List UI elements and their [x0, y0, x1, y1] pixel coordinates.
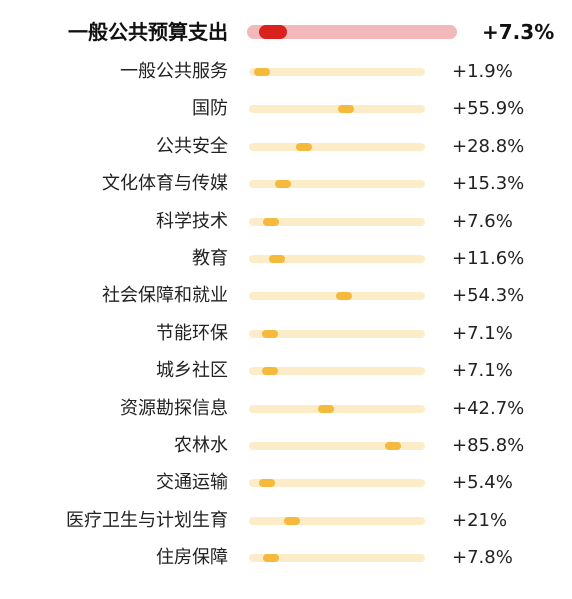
category-label: 节能环保: [156, 322, 228, 344]
category-value: +7.6%: [452, 210, 513, 232]
value-marker: [295, 142, 312, 151]
category-label: 科学技术: [156, 210, 228, 232]
category-value: +7.8%: [452, 547, 513, 569]
category-track: [249, 68, 425, 76]
category-track: [249, 180, 425, 189]
value-marker: [262, 329, 279, 338]
value-marker: [269, 255, 286, 263]
category-value: +7.1%: [452, 322, 513, 344]
category-track: [249, 442, 425, 450]
category-track: [249, 479, 425, 488]
value-marker: [274, 180, 291, 189]
category-track: [249, 367, 425, 376]
category-track: [249, 255, 425, 263]
total-track: [247, 25, 457, 39]
total-value: +7.3%: [482, 20, 555, 44]
category-label: 交通运输: [156, 472, 228, 494]
total-label: 一般公共预算支出: [68, 20, 228, 44]
category-value: +5.4%: [452, 472, 513, 494]
value-marker: [317, 404, 334, 413]
category-label: 城乡社区: [156, 360, 228, 382]
category-value: +85.8%: [452, 435, 525, 456]
category-track: [249, 105, 425, 114]
category-track: [249, 217, 425, 226]
category-value: +15.3%: [452, 173, 525, 195]
category-track: [249, 404, 425, 413]
value-marker: [259, 479, 276, 488]
category-label: 医疗卫生与计划生育: [66, 509, 228, 531]
category-value: +7.1%: [452, 360, 513, 382]
category-value: +42.7%: [452, 397, 525, 419]
category-label: 住房保障: [156, 547, 228, 569]
category-label: 社会保障和就业: [102, 285, 228, 307]
category-track: [249, 554, 425, 563]
category-value: +54.3%: [452, 285, 525, 307]
value-marker: [384, 442, 401, 450]
value-marker: [335, 292, 352, 301]
category-label: 一般公共服务: [120, 61, 228, 82]
value-marker: [263, 554, 280, 563]
category-track: [249, 516, 425, 525]
category-value: +55.9%: [452, 98, 525, 120]
category-track: [249, 329, 425, 338]
value-marker: [262, 217, 279, 226]
category-track: [249, 142, 425, 151]
total-marker: [259, 25, 288, 39]
category-value: +1.9%: [452, 61, 513, 82]
category-label: 文化体育与传媒: [102, 173, 228, 195]
category-label: 国防: [192, 98, 228, 120]
value-marker: [283, 516, 300, 525]
category-value: +11.6%: [452, 248, 525, 269]
value-marker: [262, 367, 279, 376]
category-label: 公共安全: [156, 135, 228, 157]
category-label: 农林水: [174, 435, 228, 456]
category-value: +21%: [452, 509, 508, 531]
category-value: +28.8%: [452, 135, 525, 157]
category-label: 资源勘探信息: [120, 397, 228, 419]
category-label: 教育: [192, 248, 228, 269]
value-marker: [338, 105, 355, 114]
value-marker: [253, 68, 270, 76]
